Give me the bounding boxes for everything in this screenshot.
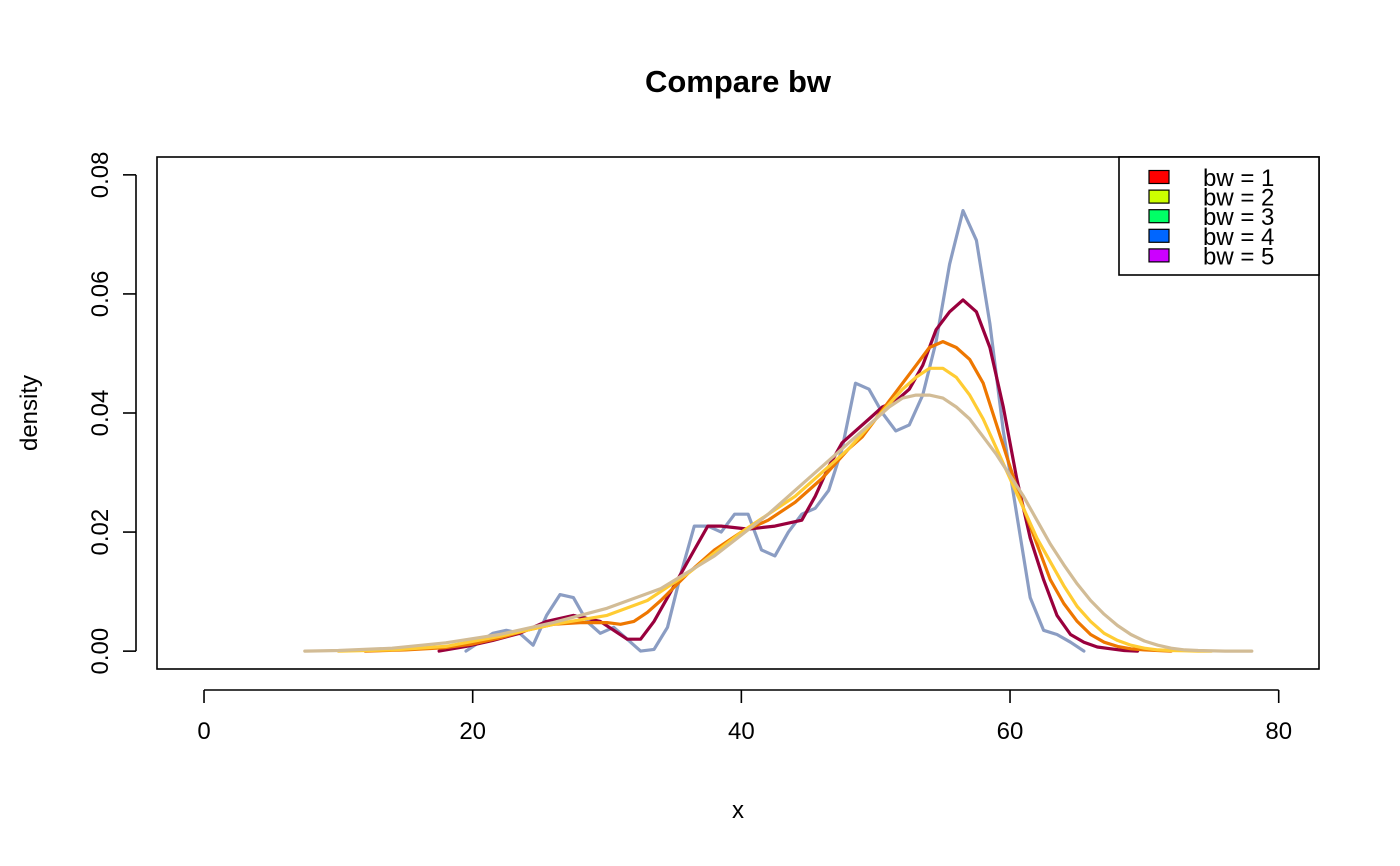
y-axis-label: density xyxy=(16,375,43,451)
legend-swatch xyxy=(1148,228,1170,243)
legend-label: bw = 2 xyxy=(1203,185,1274,212)
density-line-4 xyxy=(336,366,1214,653)
density-line-3 xyxy=(363,340,1173,653)
y-tick-label: 0.02 xyxy=(87,509,114,556)
legend-swatch xyxy=(1148,209,1170,224)
legend: bw = 1bw = 2bw = 3bw = 4bw = 5 xyxy=(1118,156,1320,276)
chart-title: Compare bw xyxy=(645,64,832,99)
legend-label: bw = 1 xyxy=(1203,165,1274,192)
x-tick-label: 40 xyxy=(728,718,755,745)
x-tick-label: 20 xyxy=(459,718,486,745)
y-tick-label: 0.00 xyxy=(87,628,114,675)
legend-label: bw = 3 xyxy=(1203,204,1274,231)
density-line-2 xyxy=(437,298,1140,653)
x-tick-label: 60 xyxy=(997,718,1024,745)
density-line-1 xyxy=(464,209,1086,653)
y-axis: 0.00 0.02 0.04 0.06 0.08 xyxy=(87,152,137,675)
plot-frame xyxy=(156,156,1320,670)
legend-swatch xyxy=(1148,189,1170,204)
density-line-5 xyxy=(303,393,1254,653)
x-tick-label: 0 xyxy=(197,718,210,745)
legend-label: bw = 4 xyxy=(1203,224,1274,251)
x-axis: 0 20 40 60 80 xyxy=(197,689,1292,745)
series-layer xyxy=(303,209,1254,653)
legend-swatch xyxy=(1148,248,1170,263)
legend-swatch xyxy=(1148,169,1170,185)
legend-label: bw = 5 xyxy=(1203,243,1274,270)
x-tick-label: 80 xyxy=(1265,718,1292,745)
x-axis-label: x xyxy=(732,797,744,824)
y-tick-label: 0.06 xyxy=(87,271,114,318)
y-tick-label: 0.08 xyxy=(87,152,114,199)
y-tick-label: 0.04 xyxy=(87,390,114,437)
